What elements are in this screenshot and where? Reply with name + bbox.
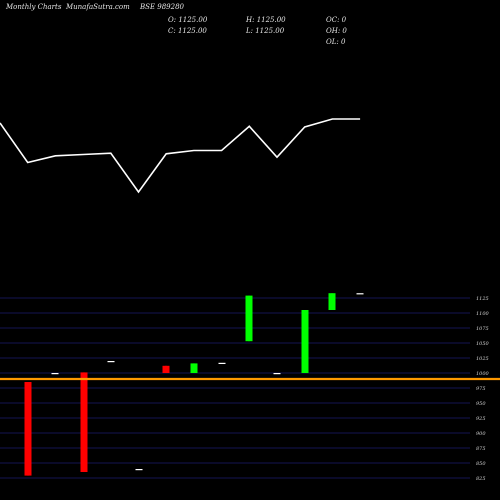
candle-body [135, 469, 143, 471]
candle-body [190, 363, 198, 373]
candle-body [301, 310, 309, 373]
symbol-label: BSE 989280 [140, 3, 184, 11]
candle-body [24, 382, 32, 476]
candle-body [245, 295, 253, 342]
y-tick-label: 950 [476, 401, 486, 407]
y-tick-label: 925 [476, 416, 486, 422]
y-tick-label: 975 [476, 386, 486, 392]
y-tick-label: 1100 [476, 311, 490, 317]
y-tick-label: 1050 [476, 341, 490, 347]
ol-value: OL: 0 [326, 38, 346, 46]
candle-body [356, 293, 364, 295]
low-value: L: 1125.00 [246, 27, 285, 35]
close-value: C: 1125.00 [168, 27, 207, 35]
indicator-line [0, 118, 361, 194]
y-tick-label: 1125 [476, 296, 489, 302]
oc-value: OC: 0 [326, 16, 347, 24]
site-label: MunafaSutra.com [66, 3, 130, 11]
y-tick-label: 900 [476, 431, 486, 437]
brand-label: Monthly Charts [6, 3, 62, 11]
candle-body [162, 365, 170, 373]
candle-body [51, 373, 59, 375]
y-tick-label: 1000 [476, 371, 490, 377]
y-tick-label: 825 [476, 476, 486, 482]
high-value: H: 1125.00 [246, 16, 286, 24]
candle-body [273, 373, 281, 375]
candle-body [80, 372, 88, 472]
candle-body [328, 293, 336, 310]
y-tick-label: 875 [476, 446, 486, 452]
y-tick-label: 1025 [476, 356, 489, 362]
y-tick-label: 1075 [476, 326, 489, 332]
open-value: O: 1125.00 [168, 16, 208, 24]
candle-body [218, 362, 226, 364]
candle-body [107, 361, 115, 363]
oh-value: OH: 0 [326, 27, 347, 35]
y-tick-label: 850 [476, 461, 486, 467]
